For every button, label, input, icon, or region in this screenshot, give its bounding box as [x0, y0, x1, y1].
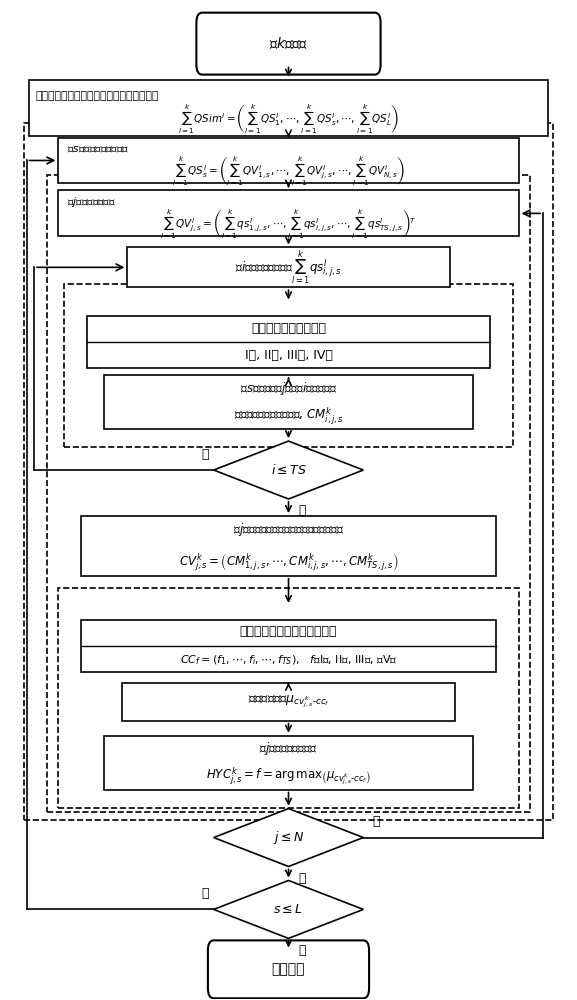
- Text: $CV_{j,s}^k=\left(CM_{1,j,s}^k,\cdots,CM_{i,j,s}^k,\cdots,CM_{TS,j,s}^k\right)$: $CV_{j,s}^k=\left(CM_{1,j,s}^k,\cdots,CM…: [178, 551, 399, 573]
- FancyBboxPatch shape: [208, 940, 369, 998]
- Text: $CC_f=(f_1,\cdots,f_i,\cdots,f_{TS})$,   $f$为I类, II类, III类, 或V类: $CC_f=(f_1,\cdots,f_i,\cdots,f_{TS})$, $…: [179, 653, 398, 667]
- Text: $\sum_{l=1}^{k}QS_s^l=\left(\sum_{l=1}^{k}QV_{1,s}^l,\cdots,\sum_{l=1}^{k}QV_{j,: $\sum_{l=1}^{k}QS_s^l=\left(\sum_{l=1}^{…: [172, 155, 405, 188]
- Text: 否: 否: [299, 944, 306, 957]
- Text: 第$j$年的考虑径流量大小影响的分类结果：: 第$j$年的考虑径流量大小影响的分类结果：: [233, 521, 344, 538]
- Bar: [58, 190, 519, 236]
- Text: 随机模拟径流数据集，按照模拟次数划分：: 随机模拟径流数据集，按照模拟次数划分：: [35, 91, 159, 101]
- Text: 否: 否: [299, 872, 306, 885]
- Bar: [81, 516, 496, 576]
- Text: 第$i$个时段的径流值：$\sum_{l=1}^{k}qs_{i,j,s}^l$: 第$i$个时段的径流值：$\sum_{l=1}^{k}qs_{i,j,s}^l$: [235, 249, 342, 286]
- Text: 对径流量大小的分类结果, $CM_{i,j,s}^k$: 对径流量大小的分类结果, $CM_{i,j,s}^k$: [234, 405, 343, 427]
- Bar: [64, 284, 513, 447]
- Text: 分类标准之年内径流时程分配: 分类标准之年内径流时程分配: [240, 625, 337, 638]
- Text: $HYC_{j,s}^k=f=\arg\max\left(\mu_{cv_{j,s}^k\text{-}cc_f}\right)$: $HYC_{j,s}^k=f=\arg\max\left(\mu_{cv_{j,…: [206, 766, 371, 787]
- Bar: [29, 80, 548, 136]
- Text: 是: 是: [201, 887, 209, 900]
- Bar: [87, 316, 490, 368]
- Bar: [104, 375, 473, 429]
- Text: 联系度计算：$\mu_{cv_{j,s}^k\text{-}cc_f}$: 联系度计算：$\mu_{cv_{j,s}^k\text{-}cc_f}$: [248, 694, 329, 710]
- Text: 是: 是: [201, 448, 209, 461]
- Polygon shape: [213, 441, 364, 499]
- Bar: [24, 123, 553, 820]
- Text: $\sum_{l=1}^{k}QSim^l=\left(\sum_{l=1}^{k}QS_1^l,\cdots,\sum_{l=1}^{k}QS_s^l,\cd: $\sum_{l=1}^{k}QSim^l=\left(\sum_{l=1}^{…: [178, 103, 399, 136]
- Text: 第$j$年的径流序列：: 第$j$年的径流序列：: [67, 195, 116, 209]
- Bar: [47, 175, 530, 812]
- Text: $i\leq TS$: $i\leq TS$: [271, 463, 306, 477]
- Bar: [58, 138, 519, 183]
- Bar: [104, 736, 473, 790]
- Text: 是: 是: [372, 815, 380, 828]
- Bar: [58, 588, 519, 808]
- Text: 第$s$次循环的径流序列：: 第$s$次循环的径流序列：: [67, 144, 129, 154]
- Text: I类, II类, III类, IV类: I类, II类, III类, IV类: [245, 349, 332, 362]
- Text: $j\leq N$: $j\leq N$: [273, 829, 304, 846]
- Text: 输出结果: 输出结果: [272, 962, 305, 976]
- Polygon shape: [213, 809, 364, 866]
- Bar: [122, 683, 455, 721]
- Polygon shape: [213, 880, 364, 938]
- Text: 分类标准之径流量大小: 分类标准之径流量大小: [251, 322, 326, 335]
- Text: 第$k$个水库: 第$k$个水库: [269, 36, 308, 51]
- Text: $s\leq L$: $s\leq L$: [273, 903, 304, 916]
- Text: $\sum_{l=1}^{k}QV_{j,s}^l=\left(\sum_{l=1}^{k}qs_{1,j,s}^l,\cdots,\sum_{l=1}^{k}: $\sum_{l=1}^{k}QV_{j,s}^l=\left(\sum_{l=…: [160, 208, 417, 241]
- Bar: [128, 247, 449, 287]
- Text: 否: 否: [299, 504, 306, 517]
- Text: 第$j$年的水文年类型：: 第$j$年的水文年类型：: [259, 740, 318, 757]
- FancyBboxPatch shape: [196, 13, 381, 75]
- Text: 第$s$次循环中第$j$年的第$i$个时段的针: 第$s$次循环中第$j$年的第$i$个时段的针: [240, 380, 337, 397]
- Bar: [81, 620, 496, 672]
